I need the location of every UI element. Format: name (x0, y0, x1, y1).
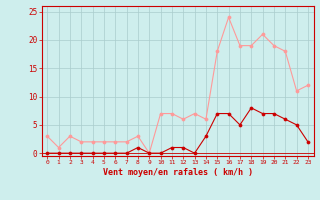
X-axis label: Vent moyen/en rafales ( km/h ): Vent moyen/en rafales ( km/h ) (103, 168, 252, 177)
